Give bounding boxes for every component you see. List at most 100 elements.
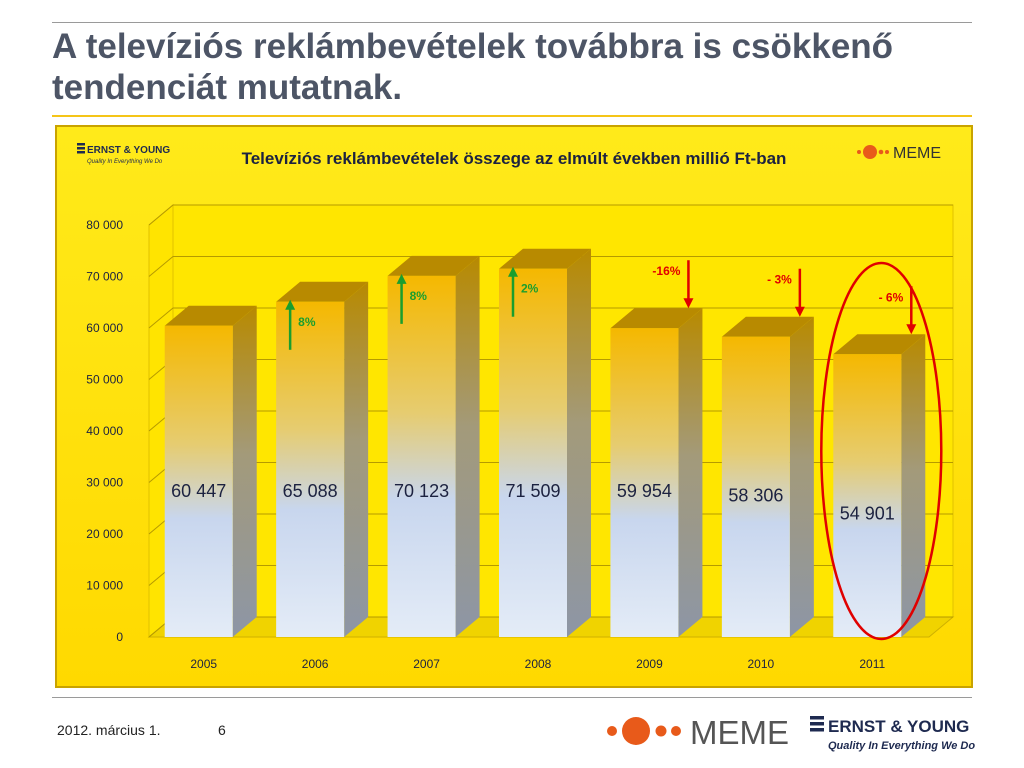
gridline <box>148 204 953 226</box>
bar-front <box>499 268 567 637</box>
bar-cap <box>387 255 480 276</box>
bar-side <box>455 255 480 637</box>
bar-side <box>567 248 591 638</box>
y-tick-label: 50 000 <box>86 373 123 387</box>
x-tick-label: 2011 <box>859 657 885 671</box>
ey-name-panel: ERNST & YOUNG <box>87 145 170 156</box>
bar-value-label: 54 901 <box>840 503 895 523</box>
y-tick-label: 80 000 <box>86 218 123 232</box>
bar-cap <box>164 305 257 326</box>
y-tick-label: 30 000 <box>86 476 123 490</box>
bar-2010: 58 306 <box>721 316 814 637</box>
top-rule <box>52 22 972 23</box>
y-tick-label: 70 000 <box>86 270 123 284</box>
y-tick-label: 40 000 <box>86 424 123 438</box>
bar-side <box>344 281 369 637</box>
y-tick-label: 10 000 <box>86 579 123 593</box>
bar-front <box>721 336 790 637</box>
annotation-label: - 6% <box>879 290 904 304</box>
gridline <box>148 307 953 329</box>
x-tick-label: 2006 <box>302 657 329 671</box>
down-arrow-head-icon <box>794 306 805 317</box>
y-tick-label: 20 000 <box>86 527 123 541</box>
bar-value-label: 70 123 <box>394 481 449 501</box>
ey-tagline-footer: Quality In Everything We Do <box>828 740 975 752</box>
ey-bars-icon <box>810 716 824 732</box>
bar-cap <box>610 308 703 329</box>
annotation-2009: -16% <box>652 260 694 309</box>
bars: 60 447 65 088 70 123 71 509 59 954 58 306 54 9… <box>164 248 926 638</box>
up-arrow-head-icon <box>285 299 296 310</box>
meme-name-panel: MEME <box>893 145 941 162</box>
bottom-rule <box>52 697 972 698</box>
annotation-label: 8% <box>410 289 428 303</box>
bar-front <box>387 275 456 637</box>
annotation-label: 2% <box>521 282 539 296</box>
ey-bars-icon <box>77 143 85 154</box>
up-arrow-head-icon <box>396 273 407 284</box>
x-tick-label: 2010 <box>748 657 775 671</box>
gridline <box>148 256 953 277</box>
bar-2008: 71 509 <box>499 248 591 638</box>
annotation-label: -16% <box>652 264 680 278</box>
bar-value-label: 71 509 <box>505 481 560 501</box>
bar-side <box>789 316 814 637</box>
y-axis-tick-labels: 0 10 000 20 000 30 000 40 000 50 000 60 000 70 … <box>86 218 123 644</box>
annotations: 8% 8% 2% -16% - 3% - 6% <box>285 260 917 350</box>
chart-panel: ERNST & YOUNG Quality In Everything We D… <box>55 125 973 688</box>
bar-2007: 70 123 <box>387 255 480 637</box>
bar-front <box>276 301 345 637</box>
bar-side <box>678 308 703 637</box>
bar-cap <box>833 334 926 355</box>
bar-cap <box>276 281 369 302</box>
bar-front <box>610 328 679 637</box>
y-tick-label: 0 <box>116 630 123 644</box>
annotation-label: 8% <box>298 315 316 329</box>
slide-title: A televíziós reklámbevételek továbbra is… <box>52 27 894 107</box>
annotation-2006: 8% <box>285 299 316 350</box>
bar-value-label: 59 954 <box>617 481 672 501</box>
meme-name-footer: MEME <box>690 714 789 751</box>
bar-2006: 65 088 <box>276 281 369 637</box>
meme-logo-panel: MEME <box>857 145 941 162</box>
chart-title: Televíziós reklámbevételek összege az el… <box>242 149 787 168</box>
down-arrow-head-icon <box>906 324 917 335</box>
x-axis-tick-labels: 2005 2006 2007 2008 2009 2010 2011 <box>190 657 885 671</box>
bar-front <box>833 354 902 637</box>
bar-2005: 60 447 <box>164 305 257 637</box>
meme-dots-icon <box>857 145 889 159</box>
meme-logo-footer: MEME <box>607 714 789 751</box>
footer-date: 2012. március 1. <box>57 722 161 738</box>
highlight-layer <box>820 261 943 641</box>
annotation-2010: - 3% <box>767 268 805 317</box>
bar-value-label: 65 088 <box>283 481 338 501</box>
bar-chart: ERNST & YOUNG Quality In Everything We D… <box>57 127 971 686</box>
x-tick-label: 2005 <box>190 657 217 671</box>
annotation-2008: 2% <box>508 266 539 317</box>
bar-2009: 59 954 <box>610 308 703 637</box>
bar-side <box>901 334 926 637</box>
page-number: 6 <box>218 722 226 738</box>
bar-2011: 54 901 <box>833 334 926 637</box>
ey-logo-panel: ERNST & YOUNG Quality In Everything We D… <box>77 143 170 165</box>
annotation-label: - 3% <box>767 273 792 287</box>
ey-tagline-panel: Quality In Everything We Do <box>87 159 163 165</box>
x-tick-label: 2007 <box>413 657 440 671</box>
annotation-2011: - 6% <box>879 286 917 335</box>
ey-name-footer: ERNST & YOUNG <box>828 717 969 736</box>
ey-logo-footer: ERNST & YOUNG Quality In Everything We D… <box>810 716 975 752</box>
down-arrow-head-icon <box>683 298 694 309</box>
meme-dots-icon <box>607 717 681 745</box>
highlight-ellipse <box>820 261 943 641</box>
bar-front <box>164 325 233 637</box>
bar-cap <box>721 316 814 337</box>
up-arrow-head-icon <box>508 266 518 277</box>
y-tick-label: 60 000 <box>86 321 123 335</box>
x-tick-label: 2008 <box>525 657 552 671</box>
bar-value-label: 58 306 <box>728 486 783 506</box>
title-underline <box>52 115 972 117</box>
bar-side <box>232 305 257 637</box>
bar-cap <box>499 248 591 269</box>
bar-value-label: 60 447 <box>171 481 226 501</box>
annotation-2007: 8% <box>396 273 428 324</box>
